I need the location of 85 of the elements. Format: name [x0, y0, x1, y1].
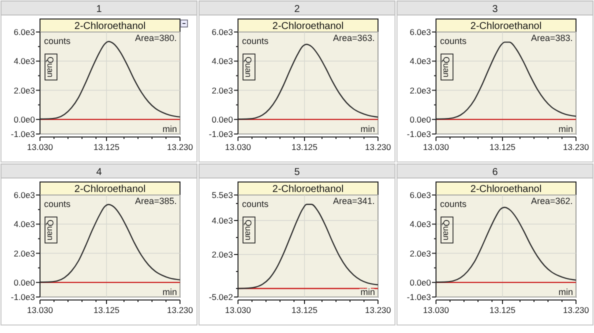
- annotation: Quan: [442, 220, 452, 241]
- x-axis-title: min: [162, 124, 177, 134]
- y-tick-label: 4.0e3: [410, 56, 432, 66]
- y-tick-label: 6.0e3: [410, 27, 432, 37]
- chart-subtitle: 6: [492, 167, 498, 178]
- y-tick-label: -5.0e2: [208, 292, 234, 302]
- y-tick-label: 4.0e3: [212, 216, 234, 226]
- x-tick-label: 13.230: [167, 305, 194, 315]
- x-tick-label: 13.230: [365, 142, 392, 152]
- y-tick-label: 0.0e0: [410, 277, 432, 288]
- y-tick-label: 0.0e0: [212, 114, 234, 124]
- annotation: Quan: [244, 56, 254, 78]
- y-tick-label: 2.0e3: [14, 85, 36, 96]
- x-tick-label: 13.030: [27, 305, 54, 315]
- x-tick-label: 13.230: [365, 305, 392, 315]
- y-tick-label: 2.0e3: [212, 250, 234, 260]
- x-tick-label: 13.125: [292, 142, 318, 152]
- annotation: Area=363.: [333, 33, 375, 43]
- y-tick-label: 2.0e3: [14, 248, 36, 258]
- x-tick-label: 13.230: [563, 142, 590, 152]
- y-axis-title: counts: [242, 36, 270, 46]
- annotation: Area=341.: [333, 196, 375, 206]
- chart-subtitle: 3: [492, 4, 498, 15]
- annotation: Area=385.: [135, 196, 177, 206]
- y-tick-label: 0.0e0: [14, 114, 36, 124]
- y-tick-label: 4.0e3: [212, 56, 234, 66]
- y-tick-label: 4.0e3: [14, 56, 36, 66]
- chart-title: 2-Chloroethanol: [470, 21, 542, 32]
- y-tick-label: 2.0e3: [410, 85, 432, 96]
- y-tick-label: 6.0e3: [14, 27, 36, 37]
- y-tick-label: -1.0e3: [10, 292, 36, 302]
- chart-subtitle: 1: [96, 4, 102, 15]
- annotation: Area=362.: [531, 196, 573, 206]
- chart-title: 2-Chloroethanol: [272, 184, 344, 195]
- y-axis-title: counts: [440, 36, 468, 46]
- y-tick-label: 6.0e3: [410, 190, 432, 200]
- y-tick-label: 6.0e3: [14, 190, 36, 200]
- chart-subtitle: 4: [96, 167, 102, 178]
- y-tick-label: -1.0e3: [10, 129, 36, 139]
- x-tick-label: 13.030: [225, 142, 252, 152]
- x-tick-label: 13.230: [167, 142, 194, 152]
- chart-subtitle: 2: [294, 4, 300, 15]
- annotation: Quan: [46, 56, 56, 78]
- chart-title: 2-Chloroethanol: [272, 21, 344, 32]
- y-tick-label: 4.0e3: [410, 219, 432, 230]
- line-series: [237, 44, 379, 120]
- x-axis-title: min: [360, 287, 375, 297]
- x-axis-title: min: [558, 287, 573, 297]
- x-tick-label: 13.125: [94, 305, 120, 315]
- x-tick-label: 13.125: [490, 305, 516, 315]
- annotation: Quan: [46, 220, 56, 241]
- x-tick-label: 13.230: [563, 305, 590, 315]
- y-axis-title: counts: [242, 199, 270, 209]
- chart-subtitle: 5: [294, 167, 300, 178]
- y-tick-label: 0.0e0: [410, 114, 432, 124]
- line-series: [435, 206, 577, 283]
- y-tick-label: -1.0e3: [406, 292, 432, 302]
- y-tick-label: -1.0e3: [208, 129, 234, 139]
- annotation: Quan: [244, 220, 254, 241]
- chart-title: 2-Chloroethanol: [74, 184, 146, 195]
- x-axis-title: min: [162, 287, 177, 297]
- y-axis-title: counts: [44, 36, 72, 46]
- annotation: Area=380.: [135, 33, 177, 43]
- annotation: Quan: [442, 56, 452, 78]
- y-tick-label: -1.0e3: [406, 129, 432, 139]
- chart-title: 2-Chloroethanol: [470, 184, 542, 195]
- x-tick-label: 13.030: [225, 305, 252, 315]
- y-tick-label: 2.0e3: [410, 248, 432, 258]
- y-tick-label: 4.0e3: [14, 219, 36, 230]
- x-tick-label: 13.030: [27, 142, 54, 152]
- x-tick-label: 13.030: [423, 142, 450, 152]
- y-tick-label: 6.0e3: [212, 27, 234, 37]
- y-tick-label: 2.0e3: [212, 85, 234, 96]
- y-tick-label: 5.5e3: [212, 190, 234, 200]
- x-tick-label: 13.125: [94, 142, 120, 152]
- chart-title: 2-Chloroethanol: [74, 21, 146, 32]
- x-tick-label: 13.125: [292, 305, 318, 315]
- annotation: Area=383.: [531, 33, 573, 43]
- x-axis-title: min: [360, 124, 375, 134]
- x-tick-label: 13.030: [423, 305, 450, 315]
- y-axis-title: counts: [440, 199, 468, 209]
- x-tick-label: 13.125: [490, 142, 516, 152]
- y-axis-title: counts: [44, 199, 72, 209]
- x-axis-title: min: [558, 124, 573, 134]
- y-tick-label: 0.0e0: [14, 277, 36, 288]
